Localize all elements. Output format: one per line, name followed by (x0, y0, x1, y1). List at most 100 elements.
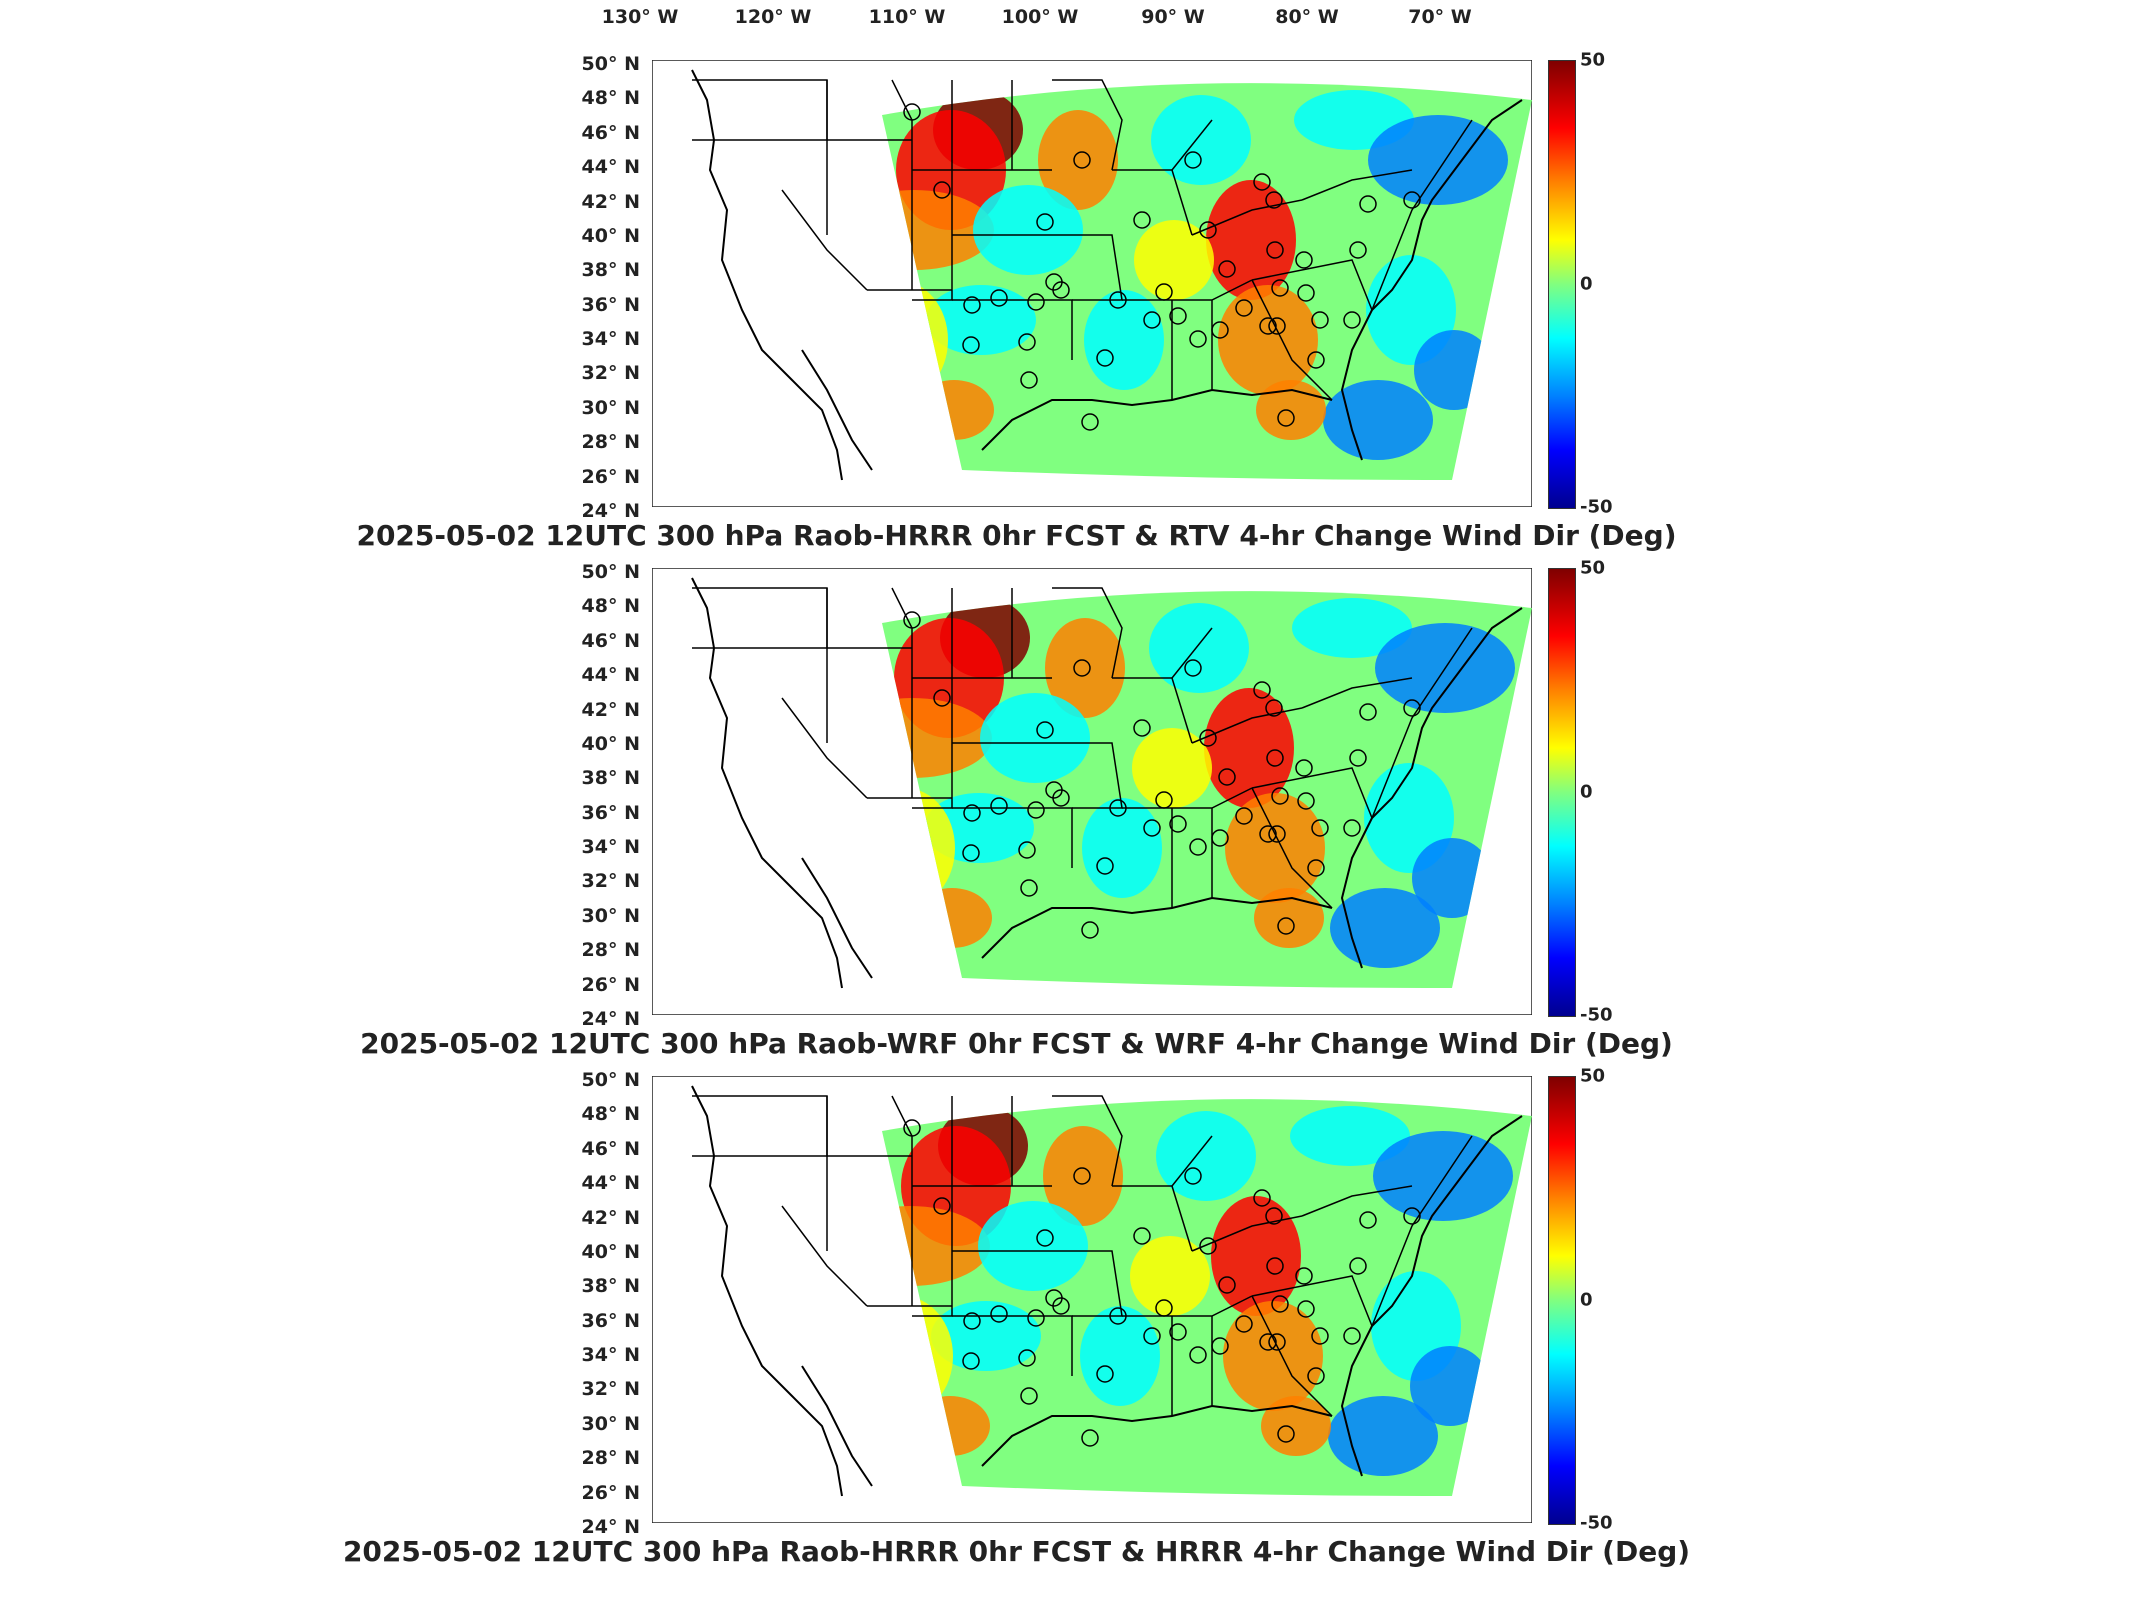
field-anomaly (973, 185, 1083, 275)
lat-label: 30° N (581, 1412, 640, 1435)
raob-station-marker (1018, 1349, 1036, 1367)
raob-station-marker (1259, 825, 1277, 843)
raob-station-marker (1133, 719, 1151, 737)
colorbar-tick-min: -50 (1580, 1512, 1613, 1534)
field-anomaly (1204, 688, 1294, 808)
raob-station-marker (1403, 191, 1421, 209)
raob-station-marker (1259, 317, 1277, 335)
raob-station-marker (1109, 291, 1127, 309)
raob-station-marker (1311, 311, 1329, 329)
lat-label: 50° N (581, 1069, 640, 1091)
raob-station-marker (1403, 699, 1421, 717)
lat-label: 32° N (581, 870, 640, 893)
raob-station-marker (1307, 1367, 1325, 1385)
lat-label: 36° N (581, 1309, 640, 1332)
lat-label: 50° N (581, 561, 640, 583)
state-boundary (1251, 787, 1333, 909)
field-anomaly (1211, 1196, 1301, 1316)
raob-station-marker (1199, 729, 1217, 747)
raob-station-marker (1133, 211, 1151, 229)
raob-station-marker (1271, 279, 1289, 297)
field-anomaly (1328, 1396, 1438, 1476)
raob-station-marker (962, 1352, 980, 1370)
field-anomaly (1132, 728, 1212, 808)
raob-station-marker (990, 797, 1008, 815)
raob-station-marker (1027, 801, 1045, 819)
raob-station-marker (1027, 293, 1045, 311)
lat-label: 42° N (581, 190, 640, 213)
raob-station-marker (990, 289, 1008, 307)
raob-station-marker (1036, 1229, 1054, 1247)
raob-station-marker (1052, 789, 1070, 807)
raob-station-marker (1265, 191, 1283, 209)
raob-station-marker (1211, 1337, 1229, 1355)
state-boundary (1251, 1295, 1333, 1417)
state-boundary (1301, 677, 1413, 709)
field-anomaly (1084, 290, 1164, 390)
lon-label-110w: 110° W (868, 6, 946, 28)
field-anomaly (1043, 1126, 1123, 1226)
state-boundary (781, 697, 868, 799)
lat-label: 26° N (581, 465, 640, 488)
raob-station-marker (903, 1119, 921, 1137)
raob-station-marker (1184, 1167, 1202, 1185)
raob-station-marker (1189, 1346, 1207, 1364)
raob-station-marker (1052, 1297, 1070, 1315)
raob-station-marker (1096, 349, 1114, 367)
lat-label: 44° N (581, 1172, 640, 1195)
raob-station-marker (1199, 221, 1217, 239)
raob-station-marker (1235, 807, 1253, 825)
field-anomaly (1045, 618, 1125, 718)
raob-station-marker (1189, 330, 1207, 348)
raob-station-marker (1169, 307, 1187, 325)
lat-label: 26° N (581, 1481, 640, 1504)
colorbar-tick-min: -50 (1580, 496, 1613, 518)
baja-coastline (801, 349, 873, 471)
raob-station-marker (1297, 1300, 1315, 1318)
state-boundary (1251, 1275, 1373, 1327)
east-coastline (1340, 607, 1523, 969)
lat-label: 38° N (581, 1275, 640, 1298)
raob-station-marker (1189, 838, 1207, 856)
raob-station-marker (1253, 1189, 1271, 1207)
raob-station-marker (1184, 151, 1202, 169)
raob-station-marker (1277, 1425, 1295, 1443)
west-coastline (691, 69, 843, 481)
raob-station-marker (1218, 768, 1236, 786)
state-boundary (1072, 742, 1123, 809)
raob-station-marker (1359, 195, 1377, 213)
raob-station-marker (1184, 659, 1202, 677)
raob-station-marker (1266, 749, 1284, 767)
raob-station-marker (1081, 413, 1099, 431)
colorbar-tick-min: -50 (1580, 1004, 1613, 1026)
colorbar (1548, 60, 1576, 509)
lon-label-130w: 130° W (601, 6, 679, 28)
raob-station-marker (963, 1312, 981, 1330)
raob-station-marker (1020, 1387, 1038, 1405)
raob-station-marker (1343, 819, 1361, 837)
raob-station-marker (990, 1305, 1008, 1323)
colorbar-tick-mid: 0 (1580, 1289, 1593, 1310)
raob-station-marker (1235, 1315, 1253, 1333)
raob-station-marker (1218, 260, 1236, 278)
raob-station-marker (1133, 1227, 1151, 1245)
state-boundary (1052, 587, 1123, 679)
colorbar-tick-max: 50 (1580, 49, 1606, 71)
raob-station-marker (1403, 1207, 1421, 1225)
lon-label-70w: 70° W (1408, 6, 1472, 28)
field-anomaly (1149, 603, 1249, 693)
lat-label: 44° N (581, 664, 640, 687)
state-boundary (1191, 199, 1303, 236)
state-boundary (1171, 1135, 1213, 1187)
raob-station-marker (1349, 241, 1367, 259)
state-boundary (1371, 1135, 1473, 1327)
raob-station-marker (1020, 879, 1038, 897)
raob-station-marker (1359, 703, 1377, 721)
map-plot (652, 568, 1532, 1015)
field-anomaly (1130, 1236, 1210, 1316)
field-anomaly (1206, 180, 1296, 300)
raob-station-marker (933, 1197, 951, 1215)
lat-label: 28° N (581, 431, 640, 454)
raob-station-marker (962, 336, 980, 354)
lat-label: 34° N (581, 836, 640, 859)
